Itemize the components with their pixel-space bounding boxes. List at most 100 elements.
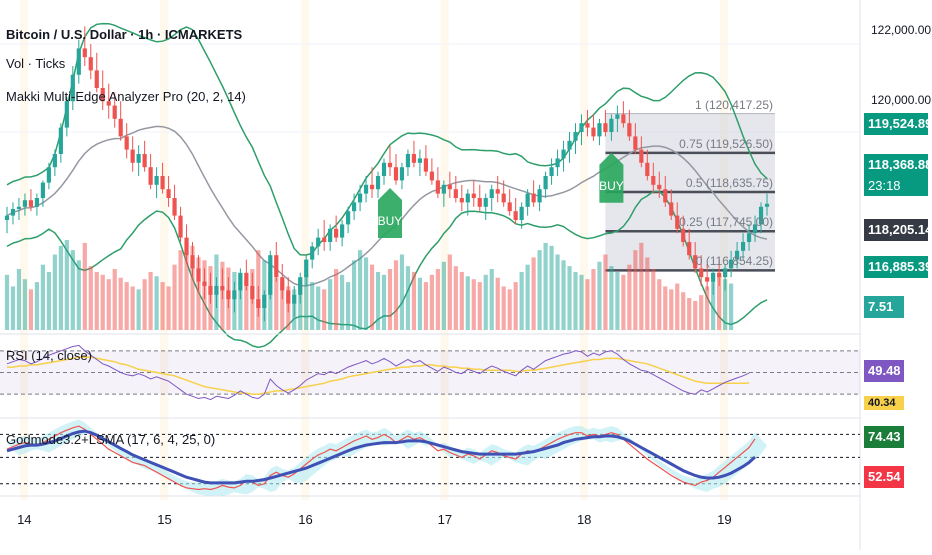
makki-legend[interactable]: Makki Multi-Edge Analyzer Pro (20, 2, 14… [6,89,246,104]
candle-body [669,202,674,216]
volume-bar [393,260,399,330]
candle-body [549,167,554,176]
volume-bar [699,295,704,330]
date-tick-label: 18 [576,512,592,527]
candle-body [250,286,255,300]
volume-bar [22,279,28,330]
rsi-ma-line [7,356,750,395]
candle-body [178,215,183,238]
candle-body [507,202,512,212]
volume-bar [88,266,93,330]
candle-body [346,211,351,225]
date-tick-label: 16 [298,512,313,527]
candle-body [758,206,764,225]
fib-level-label: 0.75 (119,526.50) [679,136,773,151]
price-tick-label: 120,000.00 [871,93,932,107]
price-tick-label: 122,000.00 [871,23,932,37]
volume-bar [603,254,608,330]
volume-bar [651,269,656,330]
volume-bar [669,289,674,330]
candle-body [381,162,387,176]
volume-bar [711,280,716,330]
candle-body [734,250,740,260]
volume-bar [579,274,584,330]
candle-body [52,154,57,168]
candle-body [88,57,93,71]
candle-body [118,118,123,137]
volume-bar [525,264,530,330]
candle-body [579,123,584,132]
volume-bar [687,298,692,330]
volume-bar [124,282,129,330]
volume-bar [639,242,644,330]
buy-signal-label: BUY [599,179,624,193]
candle-body [82,48,87,58]
volume-bar [334,269,339,330]
rsi-line [6,344,750,401]
candle-body [34,198,40,207]
volume-bar [100,274,105,330]
volume-bar [172,264,177,330]
lower-band-line [6,190,768,349]
volume-bar [471,279,476,330]
volume-bar [190,245,195,330]
candle-body [16,206,22,209]
volume-bar [723,279,728,330]
volume-bar [298,279,303,330]
last-price-badge: 118,368.88 [864,154,932,176]
candle-body [723,268,728,278]
candle-body [334,228,339,238]
volume-legend[interactable]: Vol · Ticks [6,56,66,71]
candle-body [166,189,171,198]
candle-body [244,272,249,286]
volume-bar [178,250,183,330]
candle-body [351,202,357,212]
volume-bar [495,277,500,330]
candle-body [136,154,141,163]
volume-bar [549,245,554,330]
volume-bar [58,245,63,330]
volume-bar [28,289,34,330]
candle-body [340,224,345,238]
candle-body [130,149,135,163]
candle-body [70,74,75,102]
volume-bar [118,277,123,330]
candle-body [274,255,279,278]
volume-bar [136,289,141,330]
volume-bar [501,286,506,330]
volume-bar [447,254,452,330]
candle-body [100,88,105,102]
candle-body [76,48,81,75]
volume-bar [513,282,518,330]
volume-bar [717,274,722,330]
candle-body [46,167,51,183]
volume-bar [148,271,153,330]
candle-body [681,228,686,242]
candle-body [268,255,273,295]
symbol-title[interactable]: Bitcoin / U.S. Dollar · 1h · ICMARKETS [6,27,243,42]
lsma-value-badge: 52.54 [864,466,904,488]
candle-body [525,193,530,207]
volume-bar [166,286,171,330]
candle-body [740,242,746,251]
candle-body [651,176,656,185]
volume-bar [196,257,201,330]
volume-bar [142,279,147,330]
volume-bar [375,271,381,330]
volume-bar [52,254,57,330]
candle-body [441,184,446,194]
volume-bar [238,274,243,330]
candle-body [298,277,303,295]
godmode-legend[interactable]: Godmode3.2+LSMA (17, 6, 4, 25, 0) [6,432,216,447]
candle-body [459,198,464,203]
candle-body [172,198,177,216]
day-separator [160,0,169,500]
candle-body [537,189,542,203]
rsi-legend[interactable]: RSI (14, close) [6,348,92,363]
candle-body [328,228,333,242]
date-tick-label: 15 [157,512,172,527]
candle-body [645,162,650,176]
price-badge-lower: 116,885.39 [864,256,932,278]
buy-signal-label: BUY [378,214,403,228]
candle-body [280,277,285,291]
